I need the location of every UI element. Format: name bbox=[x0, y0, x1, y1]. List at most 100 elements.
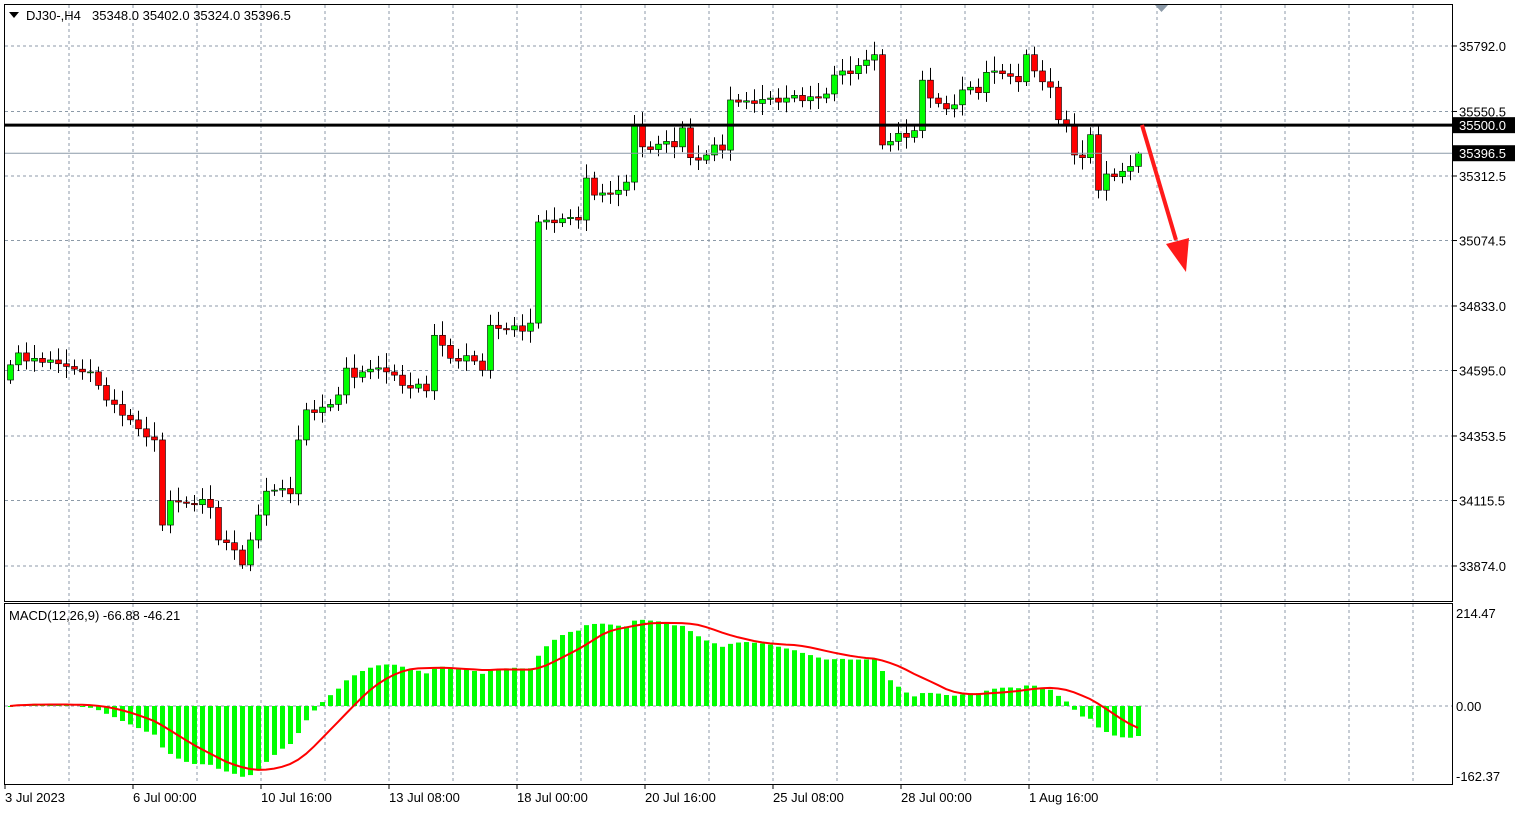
candle bbox=[144, 417, 150, 447]
macd-histogram-bar bbox=[848, 660, 853, 706]
bull-candle-body bbox=[32, 358, 38, 361]
macd-histogram-bar bbox=[1064, 702, 1069, 706]
macd-histogram-bar bbox=[328, 695, 333, 706]
macd-histogram-bar bbox=[1080, 706, 1085, 717]
macd-histogram-bar bbox=[536, 656, 541, 706]
arrow-shaft bbox=[1142, 125, 1176, 240]
x-tick-label: 6 Jul 00:00 bbox=[133, 790, 197, 805]
y-tick-label: 34115.5 bbox=[1459, 494, 1505, 509]
macd-histogram-bar bbox=[280, 706, 285, 749]
candle bbox=[856, 58, 862, 79]
candle bbox=[800, 87, 806, 107]
macd-histogram-bar bbox=[728, 644, 733, 706]
bear-candle-body bbox=[848, 71, 854, 74]
candle bbox=[1056, 81, 1062, 125]
macd-histogram-bar bbox=[176, 706, 181, 759]
bull-candle-body bbox=[584, 178, 590, 220]
candle bbox=[32, 345, 38, 372]
macd-histogram-bar bbox=[272, 706, 277, 755]
macd-histogram-bar bbox=[680, 626, 685, 706]
bear-candle-body bbox=[144, 429, 150, 437]
candle bbox=[888, 133, 894, 152]
candle bbox=[424, 376, 430, 398]
macd-histogram-bar bbox=[864, 659, 869, 706]
bull-candle-body bbox=[760, 99, 766, 103]
macd-histogram-bar bbox=[480, 674, 485, 706]
bull-candle-body bbox=[280, 488, 286, 490]
bear-candle-body bbox=[448, 345, 454, 358]
symbol-label: DJ30-,H4 bbox=[26, 8, 81, 23]
bull-candle-body bbox=[360, 372, 366, 377]
y-tick-label: 34353.5 bbox=[1459, 429, 1506, 444]
macd-histogram-bar bbox=[552, 640, 557, 706]
bull-candle-body bbox=[88, 372, 94, 373]
candle bbox=[88, 359, 94, 382]
candle bbox=[1032, 47, 1038, 78]
ohlc-label: 35348.0 35402.0 35324.0 35396.5 bbox=[92, 8, 291, 23]
candle bbox=[712, 137, 718, 161]
candle bbox=[360, 366, 366, 383]
candle bbox=[520, 314, 526, 340]
x-tick-label: 13 Jul 08:00 bbox=[389, 790, 460, 805]
macd-y-tick-label: 214.47 bbox=[1456, 606, 1496, 621]
candle bbox=[392, 365, 398, 381]
bull-candle-body bbox=[1120, 171, 1126, 176]
bull-candle-body bbox=[336, 395, 342, 404]
current-price-tag: 35396.5 bbox=[1459, 146, 1506, 161]
macd-histogram-bar bbox=[776, 647, 781, 706]
collapse-triangle-icon[interactable] bbox=[9, 12, 19, 18]
macd-histogram-bar bbox=[528, 668, 533, 706]
bear-candle-body bbox=[312, 410, 318, 413]
x-tick-label: 1 Aug 16:00 bbox=[1029, 790, 1098, 805]
bear-candle-body bbox=[576, 217, 582, 220]
y-tick-label: 35792.0 bbox=[1459, 39, 1506, 54]
bull-candle-body bbox=[704, 155, 710, 160]
chart-shift-marker-icon[interactable] bbox=[1155, 5, 1168, 12]
macd-histogram-bar bbox=[472, 671, 477, 706]
candle bbox=[400, 365, 406, 394]
candle bbox=[8, 360, 14, 384]
candle bbox=[600, 184, 606, 203]
candle bbox=[1072, 113, 1078, 164]
bear-candle-body bbox=[24, 353, 30, 361]
candle bbox=[136, 411, 142, 436]
bull-candle-body bbox=[568, 217, 574, 218]
bear-candle-body bbox=[520, 326, 526, 331]
candle bbox=[480, 353, 486, 376]
bear-candle-body bbox=[800, 95, 806, 100]
macd-histogram-bar bbox=[632, 621, 637, 706]
bear-candle-body bbox=[880, 55, 886, 145]
macd-y-tick-label: -162.37 bbox=[1456, 769, 1500, 784]
candle bbox=[1008, 64, 1014, 84]
candle bbox=[984, 61, 990, 102]
bull-candle-body bbox=[264, 491, 270, 515]
bull-candle-body bbox=[912, 131, 918, 138]
bull-candle-body bbox=[432, 335, 438, 391]
candle bbox=[1016, 64, 1022, 92]
candle bbox=[928, 68, 934, 108]
bear-candle-body bbox=[640, 125, 646, 147]
macd-histogram-bar bbox=[872, 659, 877, 706]
candle bbox=[368, 360, 374, 379]
bull-candle-body bbox=[920, 80, 926, 130]
bear-candle-body bbox=[384, 368, 390, 372]
macd-histogram-bar bbox=[944, 695, 949, 706]
macd-histogram-bar bbox=[544, 646, 549, 706]
candle bbox=[152, 422, 158, 452]
candle bbox=[128, 409, 134, 425]
bull-candle-body bbox=[856, 66, 862, 74]
bull-candle-body bbox=[808, 97, 814, 101]
bear-candle-body bbox=[400, 375, 406, 385]
bear-candle-body bbox=[352, 368, 358, 377]
bull-candle-body bbox=[896, 133, 902, 141]
x-tick-label: 10 Jul 16:00 bbox=[261, 790, 332, 805]
candle bbox=[744, 92, 750, 109]
candle bbox=[624, 175, 630, 196]
bull-candle-body bbox=[320, 407, 326, 412]
macd-histogram-bar bbox=[816, 658, 821, 706]
bear-candle-body bbox=[424, 384, 430, 391]
candle bbox=[1080, 140, 1086, 169]
candle bbox=[720, 134, 726, 158]
macd-histogram-bar bbox=[424, 673, 429, 706]
